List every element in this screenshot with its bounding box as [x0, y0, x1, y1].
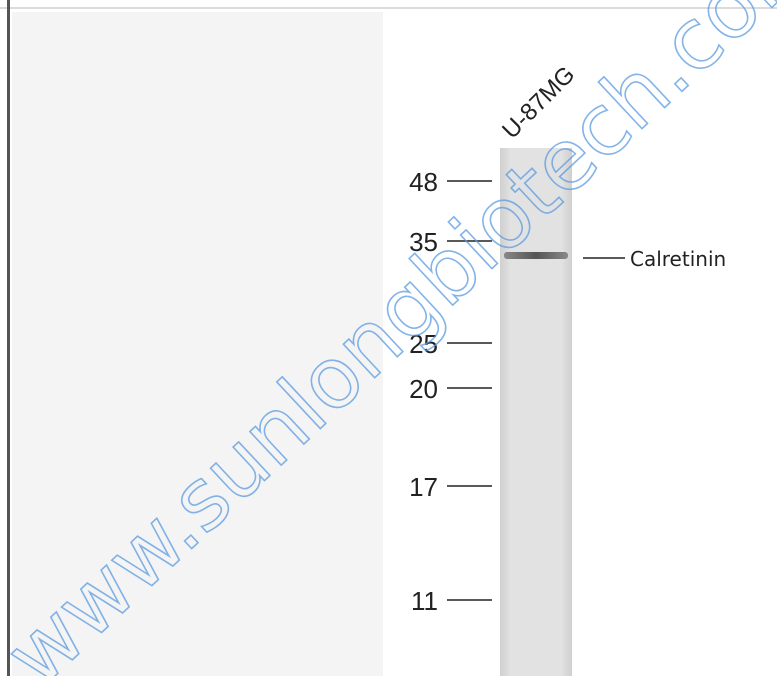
band-label: Calretinin: [630, 247, 726, 271]
marker-label: 48: [409, 167, 438, 197]
marker-label: 20: [409, 374, 438, 404]
marker-label: 17: [409, 472, 438, 502]
left-border: [7, 0, 10, 676]
marker-label: 11: [411, 586, 438, 616]
screenshot: U-87MG Calretinin 483525201711 www.sunlo…: [0, 0, 777, 676]
